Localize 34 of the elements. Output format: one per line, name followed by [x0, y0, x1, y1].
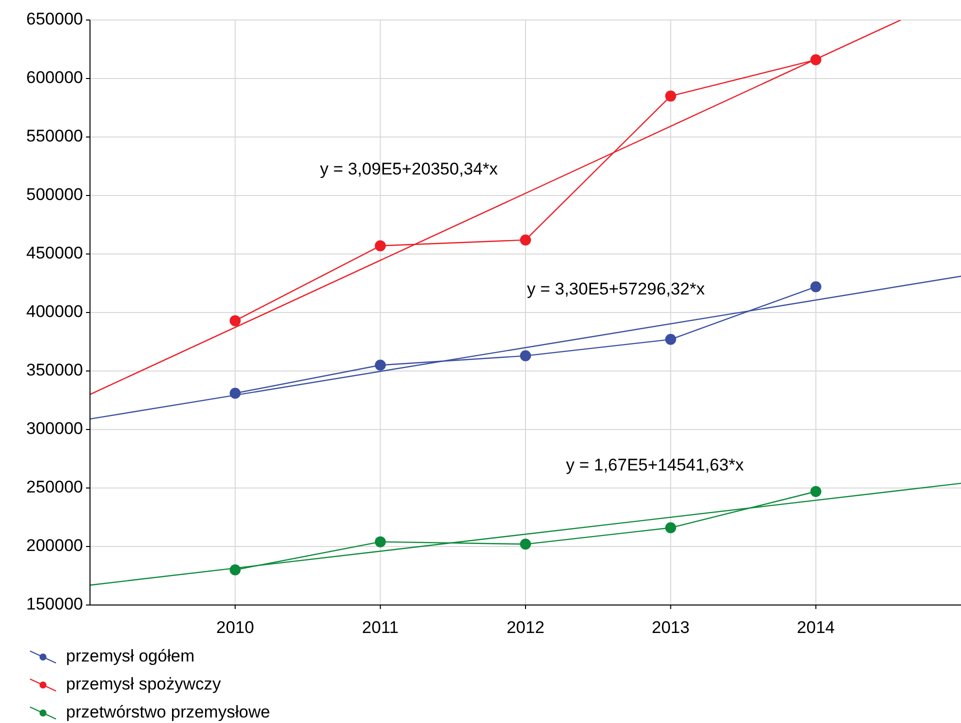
y-tick-label: 650000 [26, 9, 83, 28]
annotation: y = 3,09E5+20350,34*x [320, 159, 498, 178]
annotation: y = 3,30E5+57296,32*x [527, 279, 706, 298]
y-tick-label: 550000 [26, 126, 83, 146]
legend-label: przemysł spożywczy [66, 674, 222, 694]
point [665, 334, 676, 345]
point [810, 281, 822, 292]
point [665, 522, 676, 534]
point [520, 538, 531, 550]
y-tick-label: 450000 [26, 243, 83, 262]
point [374, 536, 386, 548]
legend-label: przetwórstwo przemysłowe [66, 702, 270, 722]
y-tick-label: 350000 [26, 360, 83, 380]
annotation: y = 1,67E5+14541,63*x [566, 455, 744, 474]
point [374, 360, 386, 371]
y-tick-label: 200000 [26, 536, 83, 555]
point [374, 240, 386, 252]
point [520, 350, 531, 362]
y-tick-label: 600000 [26, 68, 83, 87]
x-tick-label: 2013 [652, 618, 690, 637]
point [230, 315, 241, 326]
point [810, 486, 822, 498]
y-tick-label: 150000 [26, 594, 83, 614]
y-tick-label: 400000 [26, 302, 83, 321]
y-tick-label: 300000 [26, 418, 83, 438]
y-tick-label: 500000 [26, 184, 83, 204]
x-tick-label: 2012 [506, 618, 544, 637]
x-tick-label: 2010 [216, 618, 254, 637]
x-tick-label: 2011 [362, 618, 399, 637]
point [520, 234, 531, 246]
x-tick-label: 2014 [796, 618, 835, 637]
legend-label: przemysł ogółem [66, 646, 194, 666]
y-tick-label: 250000 [26, 477, 83, 496]
point [665, 90, 676, 102]
